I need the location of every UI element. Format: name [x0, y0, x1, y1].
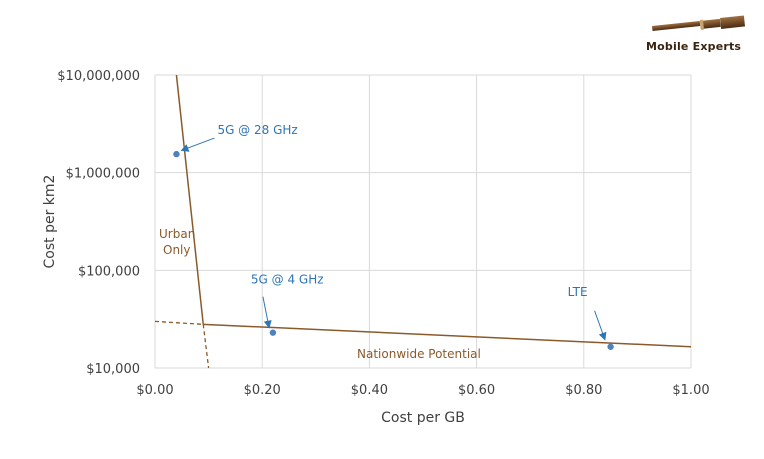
- axes: $0.00 $0.20 $0.40 $0.60 $0.80 $1.00 $10,000 $10…: [42, 69, 710, 426]
- nationwide-potential-label: Nationwide Potential: [357, 347, 481, 361]
- data-point: [607, 343, 614, 350]
- grid: [154, 74, 692, 369]
- point-label: 5G @ 4 GHz: [251, 273, 324, 287]
- annotation-arrow: [594, 310, 607, 341]
- x-tick-label: $0.60: [458, 383, 495, 398]
- y-tick-label: $10,000,000: [57, 69, 140, 84]
- point-label: 5G @ 28 GHz: [217, 123, 297, 137]
- trend-line-extension: [154, 320, 204, 325]
- data-point: [173, 150, 180, 158]
- data-points: [173, 150, 614, 350]
- point-label: LTE: [568, 285, 588, 299]
- annotation-arrow: [180, 137, 215, 152]
- x-tick-label: $1.00: [672, 383, 709, 398]
- telescope-icon: [652, 15, 746, 31]
- trend-lines: [154, 74, 692, 369]
- logo-text: Mobile Experts: [646, 40, 742, 53]
- urban-only-label: Urban Only: [159, 227, 195, 257]
- x-tick-label: $0.40: [351, 383, 388, 398]
- x-axis-title: Cost per GB: [381, 410, 465, 426]
- x-tick-label: $0.80: [565, 383, 602, 398]
- x-tick-label: $0.20: [244, 383, 281, 398]
- annotation-arrow: [262, 296, 272, 329]
- trend-line: [175, 74, 204, 325]
- y-tick-label: $100,000: [78, 264, 140, 279]
- data-point: [269, 329, 277, 336]
- y-axis-title: Cost per km2: [42, 175, 58, 269]
- trend-line-extension: [202, 324, 210, 369]
- y-tick-label: $1,000,000: [66, 167, 140, 182]
- y-tick-label: $10,000: [86, 362, 140, 377]
- annotations: Urban Only Nationwide Potential 5G @ 28 GHz…: [159, 123, 607, 361]
- trend-line: [203, 323, 692, 348]
- x-tick-label: $0.00: [136, 383, 173, 398]
